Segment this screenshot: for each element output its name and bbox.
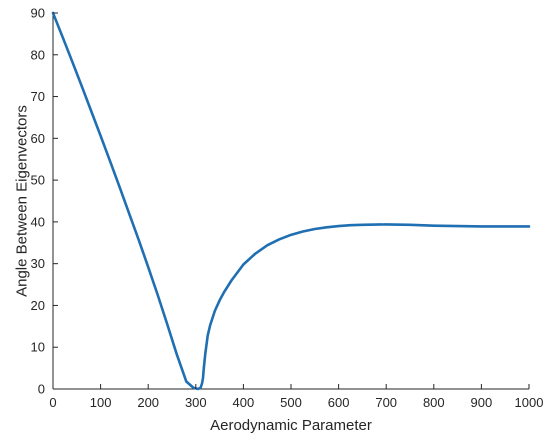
y-tick-label: 80 [31, 47, 45, 62]
x-tick-label: 1000 [515, 395, 544, 410]
y-tick-label: 10 [31, 340, 45, 355]
series-line [51, 11, 531, 391]
y-tick-label: 20 [31, 298, 45, 313]
x-tick-label: 900 [471, 395, 493, 410]
x-axis-label: Aerodynamic Parameter [210, 417, 372, 434]
x-tick-label: 400 [233, 395, 255, 410]
x-tick-label: 100 [90, 395, 112, 410]
x-tick-label: 700 [375, 395, 397, 410]
y-tick-label: 70 [31, 89, 45, 104]
x-tick-label: 300 [185, 395, 207, 410]
series-layer [51, 11, 531, 391]
tick-labels: 0 100 200 300 400 500 600 700 800 900 1000 0 10 20 30 4… [31, 6, 544, 411]
y-tick-label: 40 [31, 214, 45, 229]
x-tick-label: 800 [423, 395, 445, 410]
x-tick-label: 500 [280, 395, 302, 410]
y-tick-label: 0 [38, 382, 45, 397]
y-axis-label: Angle Between Eigenvectors [13, 105, 30, 297]
x-tick-label: 200 [137, 395, 159, 410]
y-tick-label: 50 [31, 173, 45, 188]
y-tick-label: 30 [31, 256, 45, 271]
tick-marks [52, 12, 530, 390]
x-tick-label: 0 [49, 395, 56, 410]
y-tick-label: 60 [31, 131, 45, 146]
x-tick-label: 600 [328, 395, 350, 410]
y-tick-label: 90 [31, 6, 45, 21]
